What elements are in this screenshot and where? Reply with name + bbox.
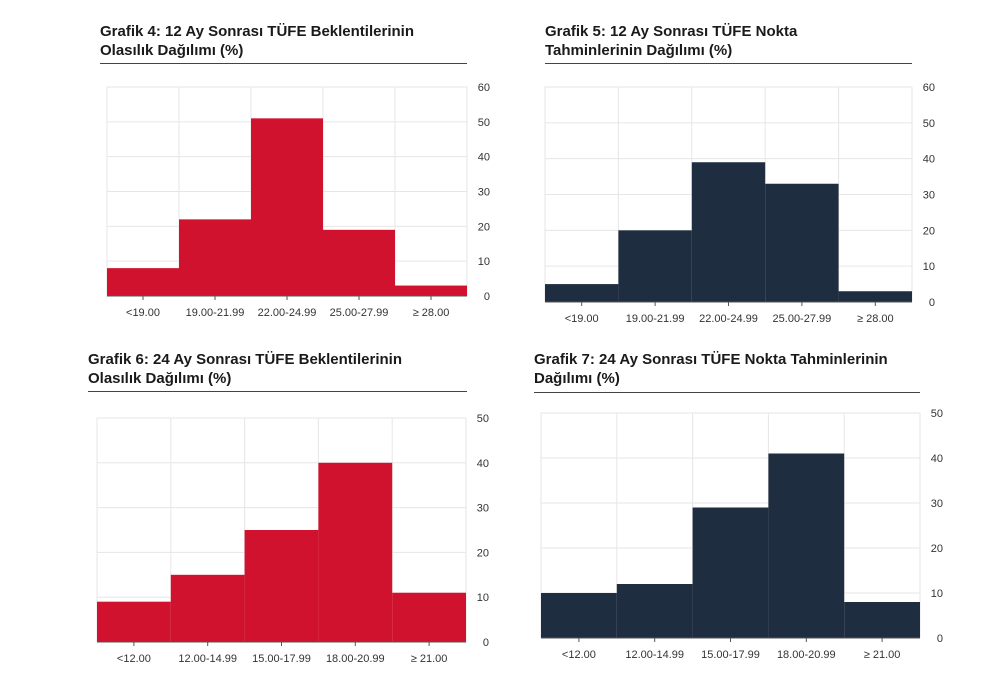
y-tick-label: 30 — [923, 190, 935, 202]
y-tick-label: 60 — [478, 82, 490, 94]
bar-5 — [838, 291, 912, 302]
bar-4 — [323, 229, 395, 296]
x-tick-label: 19.00-21.99 — [626, 313, 685, 325]
bar-4 — [318, 462, 393, 642]
y-tick-label: 50 — [931, 408, 943, 420]
chart-panel-grafik-5: Grafik 5: 12 Ay Sonrası TÜFE Nokta Tahmi… — [545, 22, 965, 332]
bar-1 — [107, 268, 179, 296]
bar-2 — [179, 219, 251, 296]
x-tick-label: 12.00-14.99 — [178, 653, 237, 665]
y-tick-label: 0 — [937, 633, 943, 645]
x-tick-label: 22.00-24.99 — [258, 307, 317, 319]
y-tick-label: 0 — [483, 637, 489, 649]
bar-5 — [844, 602, 920, 638]
bar-5 — [392, 592, 466, 642]
y-tick-label: 10 — [923, 261, 935, 273]
chart-title: Grafik 6: 24 Ay Sonrası TÜFE Beklentiler… — [88, 351, 402, 387]
chart-title: Grafik 7: 24 Ay Sonrası TÜFE Nokta Tahmi… — [534, 351, 888, 387]
title-divider — [534, 392, 920, 393]
x-tick-label: ≥ 21.00 — [864, 649, 901, 661]
bar-4 — [765, 183, 839, 302]
bar-3 — [251, 118, 323, 296]
chart-panel-grafik-7: Grafik 7: 24 Ay Sonrası TÜFE Nokta Tahmi… — [534, 350, 974, 680]
y-tick-label: 60 — [923, 82, 935, 94]
x-tick-label: 22.00-24.99 — [699, 313, 758, 325]
y-tick-label: 0 — [484, 291, 490, 303]
bar-4 — [768, 453, 845, 638]
y-tick-label: 50 — [477, 413, 489, 425]
y-tick-label: 10 — [478, 256, 490, 268]
bar-2 — [618, 230, 692, 302]
y-tick-label: 20 — [923, 225, 935, 237]
y-tick-label: 40 — [931, 453, 943, 465]
x-tick-label: 25.00-27.99 — [330, 307, 389, 319]
y-tick-label: 20 — [477, 547, 489, 559]
y-tick-label: 0 — [929, 297, 935, 309]
bar-1 — [541, 593, 617, 638]
x-tick-label: <12.00 — [562, 649, 596, 661]
bar-3 — [692, 507, 769, 638]
title-divider — [88, 391, 467, 392]
x-tick-label: 25.00-27.99 — [773, 313, 832, 325]
x-tick-label: <19.00 — [126, 307, 160, 319]
bar-1 — [545, 284, 619, 302]
title-divider — [100, 63, 467, 64]
x-tick-label: 15.00-17.99 — [252, 653, 311, 665]
bar-3 — [691, 162, 766, 302]
y-tick-label: 20 — [931, 543, 943, 555]
y-tick-label: 40 — [477, 458, 489, 470]
x-tick-label: 15.00-17.99 — [701, 649, 760, 661]
y-tick-label: 30 — [478, 187, 490, 199]
bar-3 — [244, 530, 319, 642]
chart-panel-grafik-4: Grafik 4: 12 Ay Sonrası TÜFE Beklentiler… — [100, 22, 500, 332]
bar-5 — [395, 285, 467, 296]
chart-2: <19.00 19.00-21.99 22.00-24.99 25.00-27.99 ≥… — [544, 82, 935, 325]
y-tick-label: 40 — [923, 154, 935, 166]
bar-2 — [170, 574, 245, 642]
bar-1 — [97, 601, 171, 642]
y-tick-label: 50 — [478, 117, 490, 129]
chart-1: <19.00 19.00-21.99 22.00-24.99 25.00-27.99 ≥… — [106, 82, 490, 319]
chart-4: <12.00 12.00-14.99 15.00-17.99 18.00-20.99 ≥… — [540, 408, 943, 661]
y-tick-label: 30 — [477, 503, 489, 515]
y-tick-label: 30 — [931, 498, 943, 510]
y-tick-label: 20 — [478, 221, 490, 233]
x-tick-label: <19.00 — [565, 313, 599, 325]
chart-title: Grafik 4: 12 Ay Sonrası TÜFE Beklentiler… — [100, 23, 414, 59]
x-tick-label: <12.00 — [117, 653, 151, 665]
x-tick-label: 18.00-20.99 — [326, 653, 385, 665]
x-tick-label: ≥ 28.00 — [857, 313, 894, 325]
bar-2 — [616, 584, 693, 638]
x-tick-label: 19.00-21.99 — [186, 307, 245, 319]
chart-3: <12.00 12.00-14.99 15.00-17.99 18.00-20.99 ≥… — [96, 413, 489, 665]
x-tick-label: ≥ 28.00 — [413, 307, 450, 319]
chart-panel-grafik-6: Grafik 6: 24 Ay Sonrası TÜFE Beklentiler… — [88, 350, 498, 680]
y-tick-label: 40 — [478, 152, 490, 164]
x-tick-label: 18.00-20.99 — [777, 649, 836, 661]
y-tick-label: 10 — [931, 588, 943, 600]
chart-title: Grafik 5: 12 Ay Sonrası TÜFE Nokta Tahmi… — [545, 23, 798, 59]
y-tick-label: 10 — [477, 592, 489, 604]
y-tick-label: 50 — [923, 118, 935, 130]
x-tick-label: ≥ 21.00 — [411, 653, 448, 665]
x-tick-label: 12.00-14.99 — [625, 649, 684, 661]
title-divider — [545, 63, 912, 64]
